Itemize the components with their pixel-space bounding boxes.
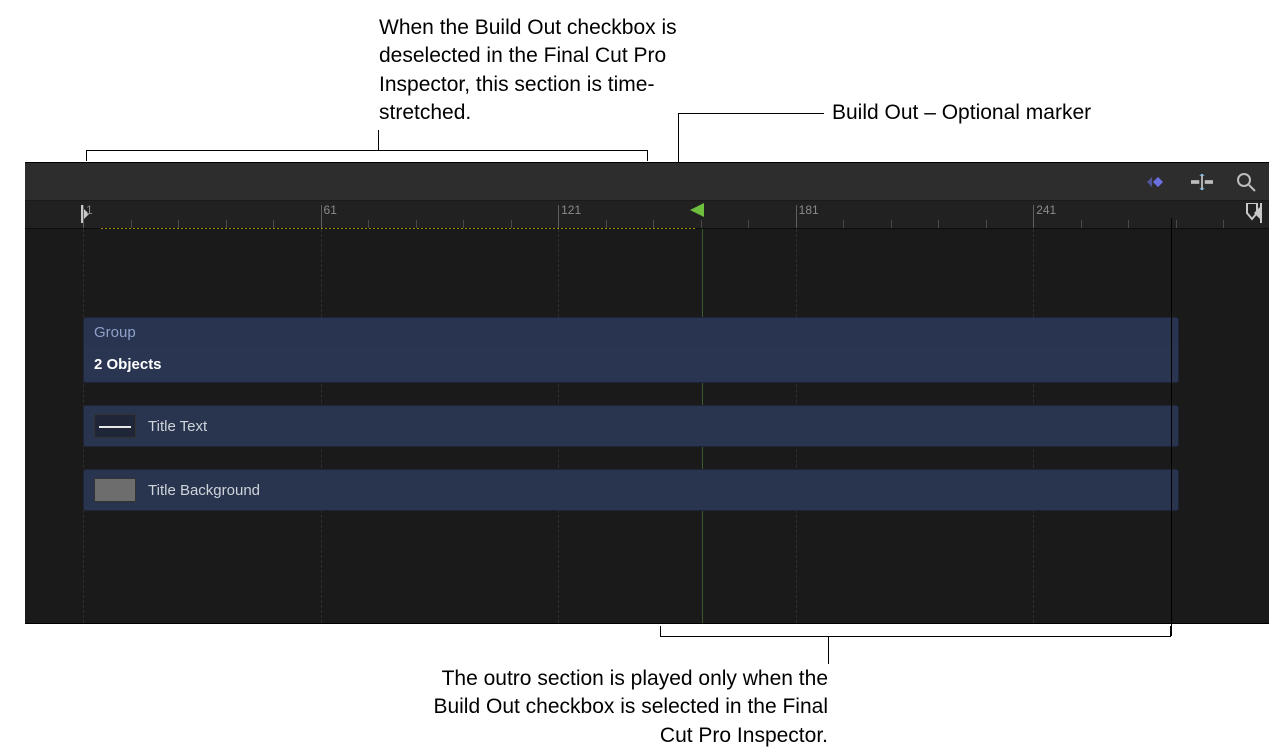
clip-label: Title Background <box>148 482 260 499</box>
bracket-outro <box>660 636 1171 637</box>
callout-line-end-marker <box>1171 218 1172 636</box>
callout-line-top-left <box>378 130 379 150</box>
ruler-tick-major <box>1033 205 1034 228</box>
ruler-tick-minor <box>226 220 227 228</box>
annotation-top-left: When the Build Out checkbox is deselecte… <box>379 14 719 127</box>
ruler-tick-minor <box>463 220 464 228</box>
timeline-panel: Group 2 Objects Title Text Title Backgrou… <box>25 162 1269 624</box>
ruler-tick-major <box>796 205 797 228</box>
ruler-tick-major <box>558 205 559 228</box>
track-area[interactable]: Group 2 Objects Title Text Title Backgrou… <box>25 229 1269 623</box>
ruler-tick-minor <box>178 220 179 228</box>
ruler-tick-minor <box>131 220 132 228</box>
annotation-bottom: The outro section is played only when th… <box>398 665 828 750</box>
callout-line-top-right-h <box>678 113 824 114</box>
group-subtitle-row[interactable]: 2 Objects <box>83 347 1179 383</box>
ruler-tick-major <box>321 205 322 228</box>
ruler-tick-minor <box>368 220 369 228</box>
group-label: Group <box>94 324 136 341</box>
ruler-tick-minor <box>891 220 892 228</box>
clip-thumbnail <box>94 414 136 438</box>
ruler-tick-minor <box>986 220 987 228</box>
ruler-tick-major <box>83 205 84 228</box>
timeline-toolbar <box>25 163 1269 201</box>
ruler-tick-minor <box>606 220 607 228</box>
ruler-tick-minor <box>1081 220 1082 228</box>
ruler-tick-minor <box>1223 220 1224 228</box>
ruler-tick-minor <box>273 220 274 228</box>
ruler-tick-minor <box>843 220 844 228</box>
ruler-tick-minor <box>748 220 749 228</box>
annotation-top-right: Build Out – Optional marker <box>832 99 1091 127</box>
group-subtitle: 2 Objects <box>94 356 162 373</box>
bracket-intro <box>86 150 648 151</box>
group-header[interactable]: Group <box>83 317 1179 347</box>
clip-label: Title Text <box>148 418 207 435</box>
ruler-tick-minor <box>1176 220 1177 228</box>
timeline-ruler[interactable] <box>25 201 1269 229</box>
clip-thumbnail <box>94 478 136 502</box>
callout-line-bottom <box>828 636 829 664</box>
track-clip[interactable]: Title Text <box>83 405 1179 447</box>
ruler-tick-minor <box>1128 220 1129 228</box>
ruler-tick-minor <box>511 220 512 228</box>
ruler-tick-minor <box>653 220 654 228</box>
track-group: Group 2 Objects Title Text Title Backgrou… <box>83 317 1179 511</box>
play-range-end-marker[interactable] <box>1243 203 1269 230</box>
ruler-tick-minor <box>701 220 702 228</box>
track-clip[interactable]: Title Background <box>83 469 1179 511</box>
ruler-tick-minor <box>416 220 417 228</box>
ruler-tick-minor <box>938 220 939 228</box>
snap-tool-icon[interactable] <box>1191 171 1213 193</box>
keyframe-tool-icon[interactable] <box>1147 171 1169 193</box>
zoom-tool-icon[interactable] <box>1235 171 1257 193</box>
